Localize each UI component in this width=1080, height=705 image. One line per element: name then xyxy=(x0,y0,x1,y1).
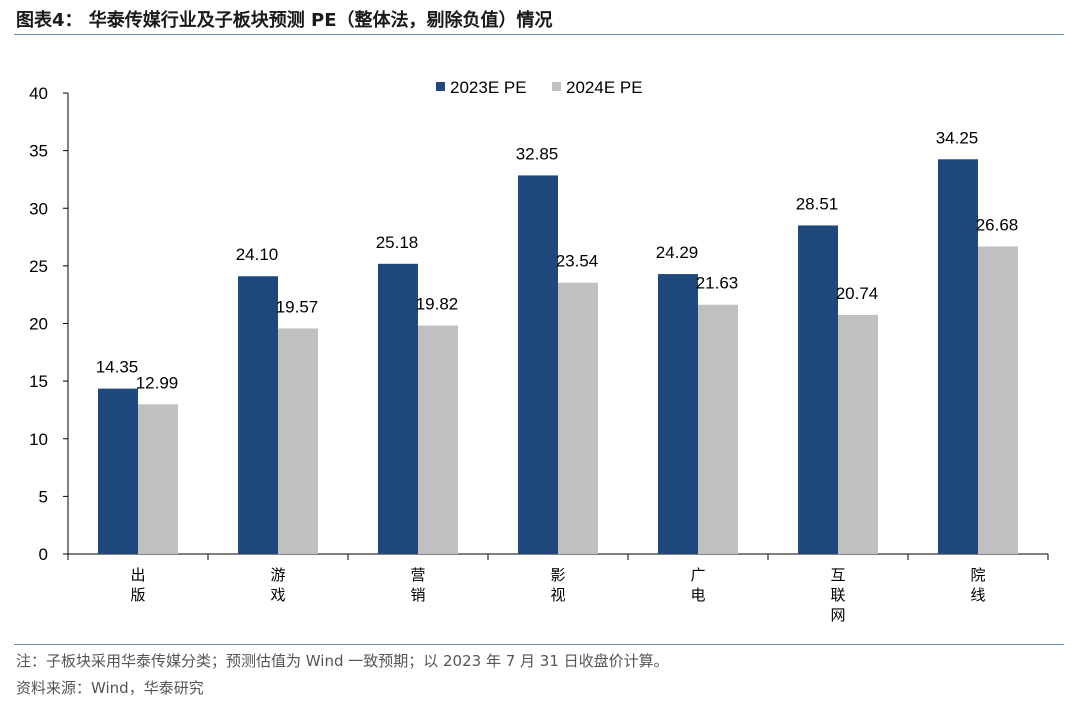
footnote: 注：子板块采用华泰传媒分类；预测估值为 Wind 一致预期；以 2023 年 7… xyxy=(16,652,669,670)
x-category-label: 院 xyxy=(970,566,985,584)
x-category-label: 广 xyxy=(690,566,705,584)
bar-2024e-pe xyxy=(278,328,318,554)
y-tick-label: 15 xyxy=(29,372,48,391)
y-tick-label: 25 xyxy=(29,257,48,276)
legend-swatch-2023e xyxy=(436,82,445,91)
bar-2024e-pe xyxy=(418,325,458,554)
data-label-2024e: 26.68 xyxy=(976,216,1019,235)
y-tick-label: 0 xyxy=(39,545,48,564)
y-tick-label: 35 xyxy=(29,142,48,161)
data-label-2024e: 19.57 xyxy=(276,297,319,316)
legend-label-2024e: 2024E PE xyxy=(566,78,643,97)
data-label-2023e: 34.25 xyxy=(936,128,979,147)
data-label-2024e: 12.99 xyxy=(136,373,179,392)
bar-2024e-pe xyxy=(978,246,1018,554)
bar-2023e-pe xyxy=(658,274,698,554)
legend-swatch-2024e xyxy=(552,82,561,91)
data-label-2024e: 21.63 xyxy=(696,274,739,293)
legend-label-2023e: 2023E PE xyxy=(450,78,527,97)
x-category-label: 戏 xyxy=(270,586,285,604)
figure-title: 图表4： 华泰传媒行业及子板块预测 PE（整体法，剔除负值）情况 xyxy=(16,10,553,31)
data-label-2023e: 32.85 xyxy=(516,144,559,163)
bar-2024e-pe xyxy=(838,314,878,554)
y-tick-label: 10 xyxy=(29,430,48,449)
x-category-label: 电 xyxy=(690,586,705,604)
bar-2023e-pe xyxy=(938,159,978,555)
x-category-label: 影 xyxy=(550,566,565,584)
data-label-2024e: 20.74 xyxy=(836,284,879,303)
data-label-2024e: 19.82 xyxy=(416,295,459,314)
data-label-2023e: 25.18 xyxy=(376,233,419,252)
x-category-label: 互 xyxy=(830,566,845,584)
bar-2023e-pe xyxy=(238,276,278,554)
y-tick-label: 5 xyxy=(39,487,48,506)
x-category-label: 线 xyxy=(970,586,985,604)
footer-divider xyxy=(14,644,1064,645)
x-category-label: 版 xyxy=(130,586,145,604)
data-label-2023e: 24.29 xyxy=(656,243,699,262)
x-category-label: 视 xyxy=(550,586,565,604)
title-divider xyxy=(14,34,1064,35)
bar-2023e-pe xyxy=(378,263,418,554)
source-note: 资料来源：Wind，华泰研究 xyxy=(16,679,204,697)
bar-2024e-pe xyxy=(138,404,178,554)
bar-2023e-pe xyxy=(798,225,838,555)
y-tick-label: 30 xyxy=(29,199,48,218)
data-label-2023e: 24.10 xyxy=(236,245,279,264)
x-category-label: 联 xyxy=(830,586,845,604)
bar-2024e-pe xyxy=(558,282,598,554)
bar-2024e-pe xyxy=(698,304,738,554)
x-category-label: 营 xyxy=(410,566,425,584)
x-category-label: 销 xyxy=(410,586,425,604)
y-tick-label: 20 xyxy=(29,315,48,334)
x-category-label: 网 xyxy=(830,606,845,624)
y-tick-label: 40 xyxy=(29,84,48,103)
data-label-2023e: 28.51 xyxy=(796,194,839,213)
data-label-2024e: 23.54 xyxy=(556,252,599,271)
bar-2023e-pe xyxy=(518,175,558,554)
data-label-2023e: 14.35 xyxy=(96,358,139,377)
x-category-label: 游 xyxy=(270,566,285,584)
x-category-label: 出 xyxy=(130,566,145,584)
bar-2023e-pe xyxy=(98,388,138,554)
